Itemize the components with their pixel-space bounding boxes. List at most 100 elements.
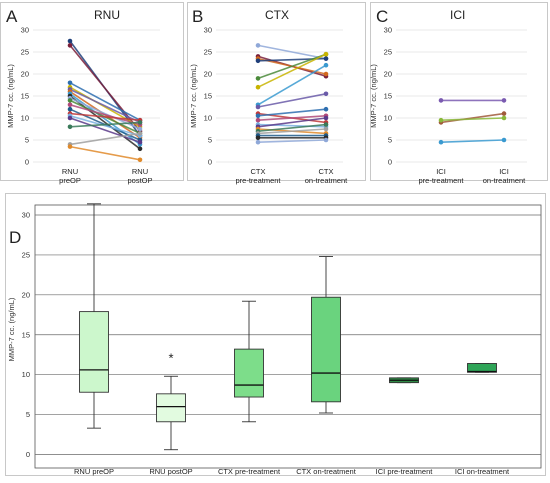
series-line <box>440 117 505 121</box>
y-tick-label: 0 <box>208 158 212 167</box>
series-line <box>69 115 141 137</box>
box <box>156 393 186 423</box>
panel-letter: A <box>6 7 18 26</box>
panel-title: ICI <box>450 8 465 22</box>
y-tick-label: 20 <box>22 290 30 299</box>
y-axis-label: MMP-7 cc. (ng/mL) <box>6 64 15 128</box>
panel-border <box>187 2 366 181</box>
x-category-label: CTX on-treatment <box>296 467 357 476</box>
data-point <box>67 38 73 44</box>
series-line <box>69 82 141 121</box>
series-line <box>257 53 327 80</box>
data-point <box>137 126 143 132</box>
data-point <box>323 126 329 132</box>
series-line <box>69 112 141 121</box>
series-line <box>257 64 327 106</box>
data-point <box>501 137 507 143</box>
data-point <box>323 106 329 112</box>
panel-letter: C <box>376 7 388 26</box>
box <box>311 296 341 403</box>
x-category-label: ICI on-treatment <box>455 467 510 476</box>
y-tick-label: 0 <box>26 450 30 459</box>
series-line <box>257 93 327 108</box>
data-point <box>255 58 261 64</box>
y-tick-label: 10 <box>22 370 30 379</box>
data-point <box>438 98 444 103</box>
data-point <box>255 104 261 110</box>
x-category-label: RNU preOP <box>74 467 114 476</box>
y-axis-label: MMP-7 cc. (ng/mL) <box>189 64 198 128</box>
data-point <box>255 117 261 123</box>
box <box>467 363 497 373</box>
y-tick-label: 15 <box>21 92 29 101</box>
y-tick-label: 0 <box>388 158 392 167</box>
plot-frame <box>34 204 542 469</box>
y-tick-label: 0 <box>25 158 29 167</box>
y-axis-label: MMP-7 cc. (ng/mL) <box>7 297 16 361</box>
y-tick-label: 25 <box>21 48 29 57</box>
series-line <box>257 117 327 128</box>
panel-title: RNU <box>94 8 120 22</box>
x-category-label: ICI pre-treatment <box>376 467 434 476</box>
panel-c: C ICI 0 5 10 15 20 25 30 MMP-7 cc. (ng/mL) ICI pre-… <box>369 2 548 185</box>
data-point <box>323 115 329 121</box>
data-point <box>67 102 73 108</box>
data-point <box>67 98 73 103</box>
x-category-label: CTX pre-treatment <box>235 167 281 185</box>
data-point <box>501 111 507 116</box>
data-point <box>255 43 261 48</box>
y-tick-label: 25 <box>204 48 212 57</box>
data-point <box>67 43 73 48</box>
y-tick-label: 5 <box>25 136 29 145</box>
series-line <box>440 139 505 143</box>
box <box>234 348 264 398</box>
data-point <box>67 124 73 130</box>
data-point <box>323 51 329 57</box>
data-point <box>137 131 143 136</box>
y-tick-label: 15 <box>204 92 212 101</box>
series-line <box>257 123 327 132</box>
x-category-label: ICI pre-treatment <box>418 167 464 185</box>
y-tick-label: 10 <box>21 114 29 123</box>
y-tick-label: 5 <box>26 410 30 419</box>
x-category-label: CTX pre-treatment <box>218 467 281 476</box>
data-point <box>137 157 143 163</box>
data-point <box>438 117 444 123</box>
series-line <box>257 53 327 88</box>
data-point <box>255 135 261 141</box>
y-tick-label: 15 <box>384 92 392 101</box>
data-point <box>255 113 261 119</box>
y-tick-label: 30 <box>384 26 392 35</box>
series-line <box>257 44 327 60</box>
data-point <box>438 139 444 145</box>
y-tick-label: 15 <box>22 330 30 339</box>
y-tick-label: 20 <box>21 70 29 79</box>
series-line <box>69 104 141 126</box>
series-line <box>69 95 141 150</box>
x-category-label: RNU preOP <box>59 167 81 185</box>
y-tick-label: 20 <box>384 70 392 79</box>
series-line <box>257 128 327 135</box>
y-tick-label: 10 <box>204 114 212 123</box>
x-category-label: CTX on-treatment <box>305 167 348 185</box>
y-tick-label: 10 <box>384 114 392 123</box>
data-point <box>255 76 261 81</box>
series-line <box>257 108 327 117</box>
data-point <box>137 120 143 125</box>
series-line <box>69 88 141 124</box>
series-line <box>257 115 327 121</box>
series-line <box>69 145 141 161</box>
data-point <box>137 139 143 145</box>
y-axis-label: MMP-7 cc. (ng/mL) <box>369 64 378 128</box>
panel-title: CTX <box>265 8 289 22</box>
panel-b: B CTX 0 5 10 15 20 25 30 MMP-7 cc. (ng/mL) CTX pre-… <box>187 2 366 185</box>
y-tick-label: 30 <box>204 26 212 35</box>
y-tick-label: 30 <box>21 26 29 35</box>
data-point <box>323 122 329 127</box>
x-category-label: RNU postOP <box>127 167 152 185</box>
data-point <box>255 84 261 90</box>
outlier-marker: * <box>168 351 173 366</box>
x-category-label: RNU postOP <box>149 467 192 476</box>
y-tick-label: 30 <box>22 211 30 220</box>
